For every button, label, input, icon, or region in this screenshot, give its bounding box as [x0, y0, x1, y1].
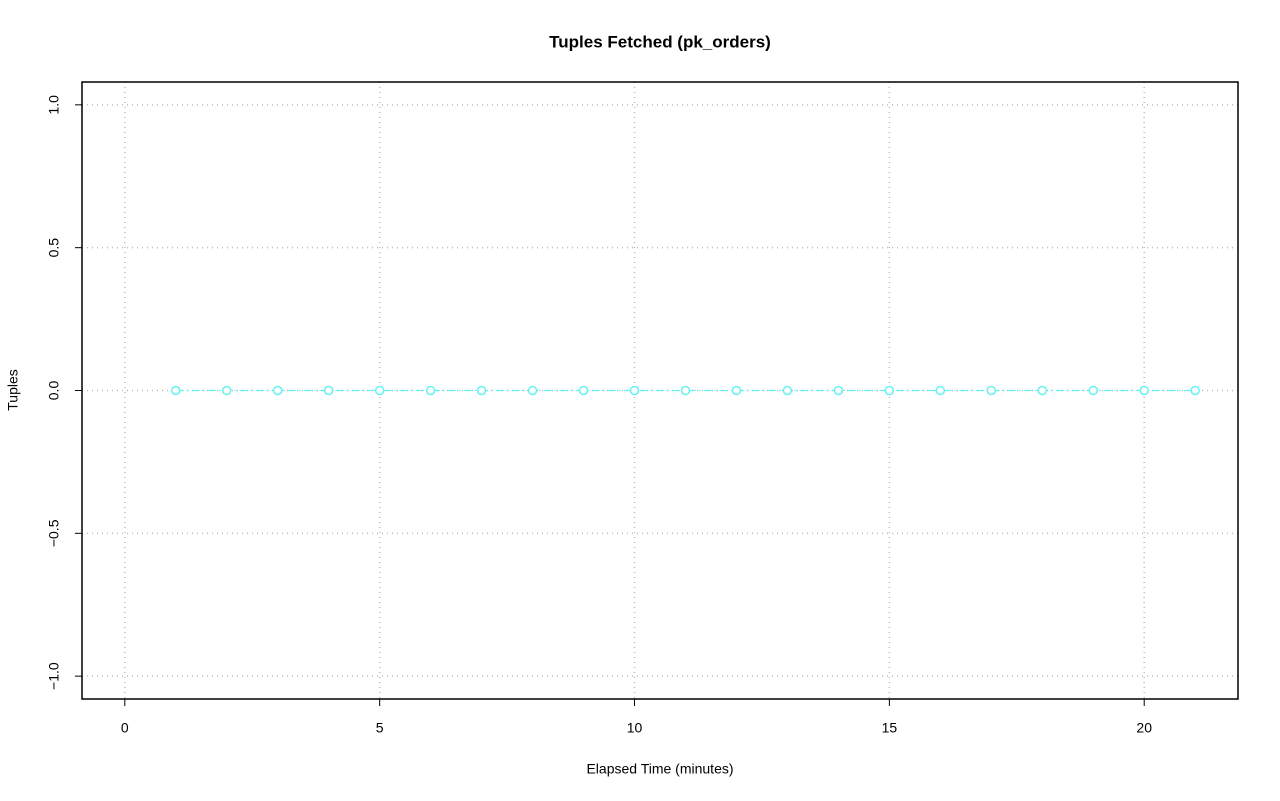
x-axis-label: Elapsed Time (minutes)	[586, 761, 733, 777]
data-point	[171, 385, 181, 396]
data-point	[323, 385, 334, 396]
data-point	[374, 385, 385, 396]
y-axis-label: Tuples	[5, 369, 21, 411]
y-tick-label: 1.0	[46, 95, 62, 115]
data-point	[935, 385, 946, 396]
data-point	[1088, 385, 1098, 396]
y-tick-label: −1.0	[46, 662, 62, 690]
data-point	[222, 385, 232, 396]
data-point	[476, 385, 487, 396]
data-point	[629, 385, 640, 396]
data-point	[1037, 385, 1048, 396]
data-point	[680, 385, 691, 396]
x-tick-label: 5	[376, 720, 384, 736]
y-tick-label: 0.0	[46, 381, 62, 401]
data-point	[731, 385, 742, 396]
data-point	[1190, 385, 1200, 396]
data-point	[884, 385, 895, 396]
data-point	[782, 385, 793, 396]
data-point	[272, 385, 283, 396]
y-tick-label: 0.5	[46, 238, 62, 258]
x-tick-label: 15	[882, 720, 898, 736]
x-tick-label: 0	[121, 720, 129, 736]
x-tick-label: 10	[627, 720, 643, 736]
x-tick-label: 20	[1136, 720, 1152, 736]
data-point	[833, 385, 844, 396]
y-tick-label: −0.5	[46, 519, 62, 547]
data-point	[1139, 385, 1149, 396]
data-point	[986, 385, 997, 396]
data-point	[578, 385, 589, 396]
data-point	[527, 385, 538, 396]
data-point	[425, 385, 436, 396]
chart-title: Tuples Fetched (pk_orders)	[549, 32, 771, 51]
plot-frame	[81, 81, 1239, 700]
